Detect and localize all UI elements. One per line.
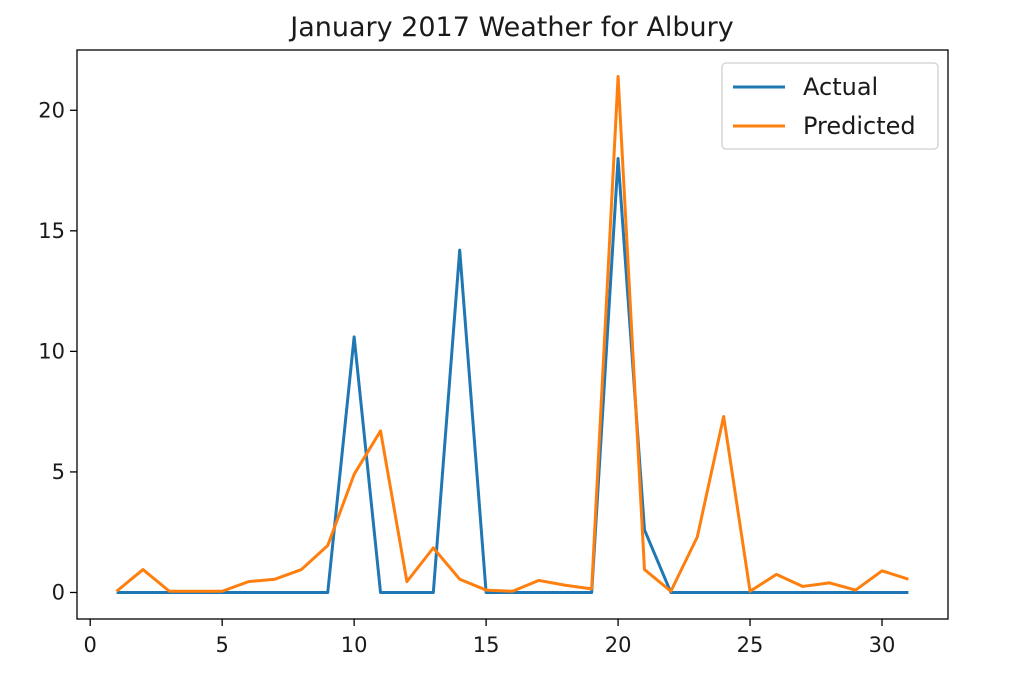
x-tick-label: 25 — [737, 633, 764, 657]
y-axis: 0 5 10 15 20 — [38, 98, 77, 604]
chart-title: January 2017 Weather for Albury — [288, 12, 734, 43]
y-tick-label: 10 — [38, 339, 65, 363]
x-tick-label: 10 — [341, 633, 368, 657]
legend-label-actual: Actual — [803, 73, 878, 101]
legend-label-predicted: Predicted — [803, 112, 916, 140]
x-tick-label: 30 — [869, 633, 896, 657]
y-tick-label: 15 — [38, 219, 65, 243]
x-tick-label: 0 — [84, 633, 97, 657]
y-tick-label: 0 — [52, 580, 65, 604]
series-line-actual — [116, 157, 909, 594]
x-axis: 0 5 10 15 20 25 30 — [84, 619, 896, 657]
y-tick-label: 5 — [52, 460, 65, 484]
x-tick-label: 5 — [215, 633, 228, 657]
y-tick-label: 20 — [38, 98, 65, 122]
series-line-predicted — [115, 75, 909, 593]
axes-frame — [76, 49, 949, 620]
plot-area — [115, 75, 909, 594]
x-tick-label: 15 — [473, 633, 500, 657]
x-tick-label: 20 — [605, 633, 632, 657]
legend: Actual Predicted — [721, 62, 939, 150]
